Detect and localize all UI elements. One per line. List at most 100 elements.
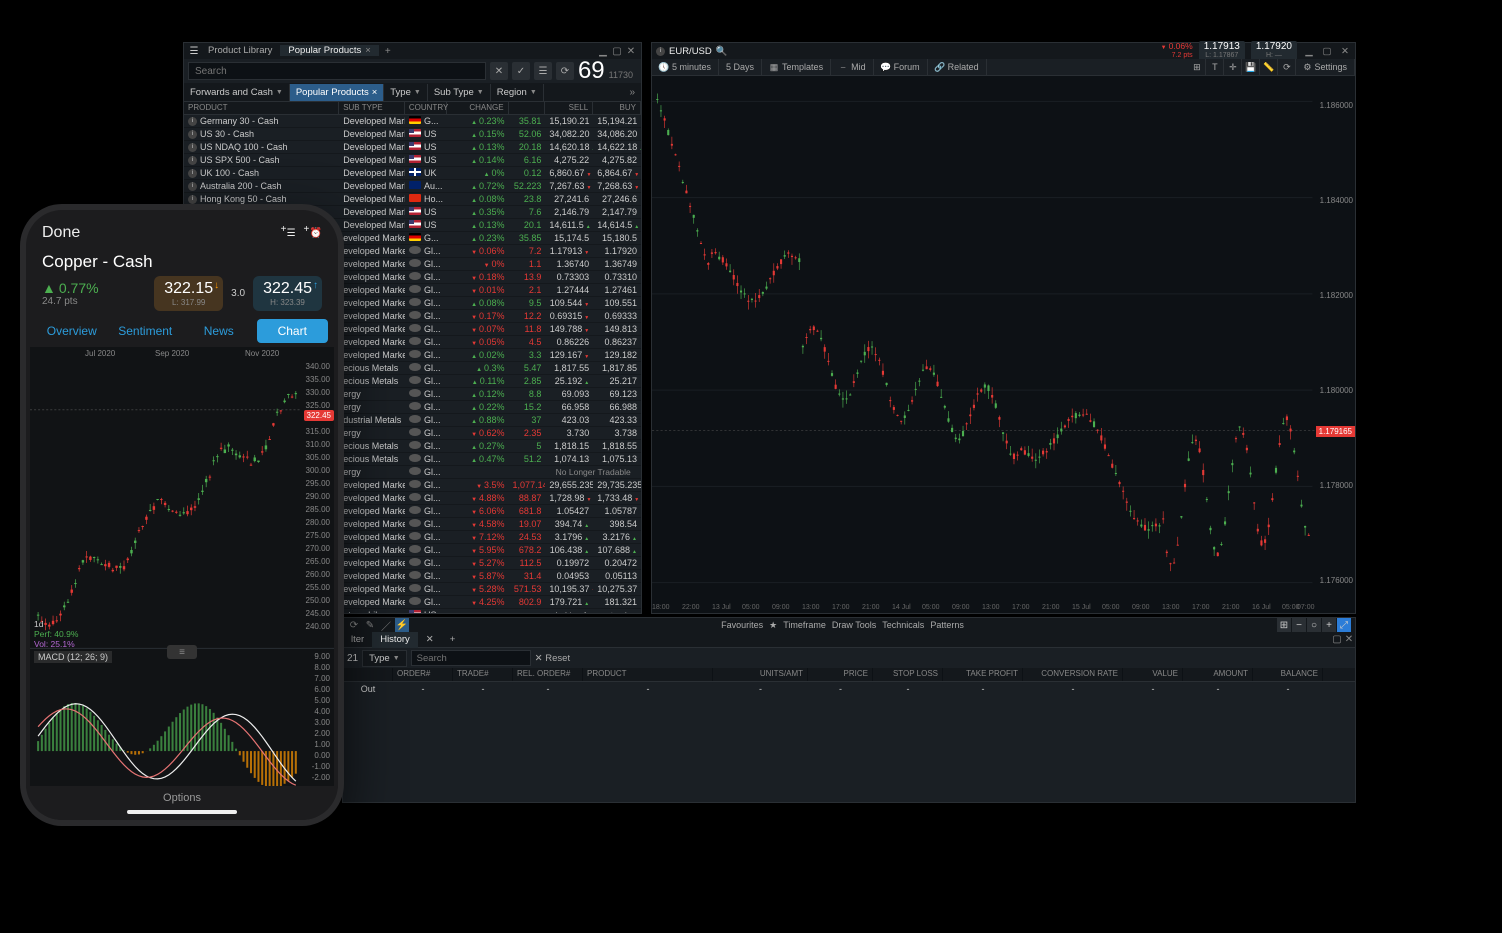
sell-cell[interactable]: 3.730 — [545, 428, 593, 438]
info-icon[interactable]: i — [188, 117, 197, 126]
draw-icon[interactable]: ／ — [379, 618, 393, 632]
buy-cell[interactable]: 1.05787 — [593, 506, 641, 516]
history-col[interactable]: TRADE# — [453, 668, 513, 681]
home-indicator[interactable] — [127, 810, 237, 814]
type-filter[interactable]: Type▼ — [362, 650, 407, 667]
sell-cell[interactable]: 394.74 — [545, 519, 593, 529]
sell-cell[interactable]: 34,082.20 — [545, 129, 593, 139]
history-col[interactable]: PRICE — [808, 668, 873, 681]
remove-filter-icon[interactable]: × — [372, 84, 378, 101]
table-row[interactable]: iGermany 30 - CashDeveloped MarkeG...0.2… — [184, 115, 641, 128]
sell-cell[interactable]: 0.86226 — [545, 337, 593, 347]
expand-button[interactable]: ⤢ — [1337, 618, 1351, 632]
close-icon[interactable]: ✕ — [625, 45, 637, 57]
toolbar-mid[interactable]: ⎯Mid — [831, 59, 874, 76]
table-row[interactable]: iUS NDAQ 100 - CashDeveloped MarkeUS0.13… — [184, 141, 641, 154]
close-tab-icon[interactable]: × — [365, 45, 371, 56]
search-icon[interactable]: 🔍 — [716, 46, 728, 57]
sell-cell[interactable]: 149.788 — [545, 324, 593, 334]
sell-cell[interactable]: 6,860.67 — [545, 168, 593, 178]
buy-cell[interactable]: 1.17920 — [593, 246, 641, 256]
toolbar-forum[interactable]: 💬Forum — [874, 59, 928, 76]
sell-cell[interactable]: 129.167 — [545, 350, 593, 360]
buy-cell[interactable]: 2,147.79 — [593, 207, 641, 217]
buy-cell[interactable]: 1,733.48 — [593, 493, 641, 503]
col-subtype[interactable]: SUB TYPE — [339, 102, 405, 114]
sell-cell[interactable]: 2,146.79 — [545, 207, 593, 217]
search-input[interactable] — [188, 62, 486, 80]
buy-cell[interactable]: 69.123 — [593, 389, 641, 399]
save-icon[interactable]: 💾 — [1242, 59, 1260, 76]
sell-cell[interactable]: 69.093 — [545, 389, 593, 399]
footer-drawtools[interactable]: Draw Tools — [832, 620, 876, 631]
history-col[interactable]: STOP LOSS — [873, 668, 943, 681]
mobile-tab-overview[interactable]: Overview — [36, 319, 108, 343]
filter-sub-type[interactable]: Sub Type▼ — [428, 84, 491, 101]
sell-cell[interactable]: 1,728.98 — [545, 493, 593, 503]
buy-cell[interactable]: 129.182 — [593, 350, 641, 360]
menu-icon[interactable]: ☰ — [188, 46, 200, 57]
history-col[interactable]: PRODUCT — [583, 668, 713, 681]
settings-button[interactable]: ⚙ Settings — [1296, 59, 1355, 76]
footer-timeframe[interactable]: Timeframe — [783, 620, 826, 631]
buy-cell[interactable]: 14,622.18 — [593, 142, 641, 152]
filter-type[interactable]: Type▼ — [384, 84, 428, 101]
history-search-input[interactable] — [411, 650, 531, 666]
filter-popular-products[interactable]: Popular Products × — [290, 84, 384, 101]
info-icon[interactable]: i — [188, 182, 197, 191]
options-label[interactable]: Options — [163, 792, 201, 804]
add-list-icon[interactable]: +☰ — [287, 228, 296, 239]
buy-cell[interactable]: 1,075.13 — [593, 454, 641, 464]
buy-cell[interactable]: 0.05113 — [593, 571, 641, 581]
sell-cell[interactable]: 1,817.55 — [545, 363, 593, 373]
tab-popular-products[interactable]: Popular Products× — [280, 45, 378, 56]
toolbar-related[interactable]: 🔗Related — [928, 59, 987, 76]
sell-cell[interactable]: 1.05427 — [545, 506, 593, 516]
sell-cell[interactable]: 15,190.21 — [545, 116, 593, 126]
reset-button[interactable]: ✕ Reset — [535, 653, 570, 664]
buy-cell[interactable]: 0.73310 — [593, 272, 641, 282]
buy-cell[interactable]: 27,246.6 — [593, 194, 641, 204]
buy-cell[interactable]: 66.988 — [593, 402, 641, 412]
zoom-out-button[interactable]: − — [1292, 618, 1306, 632]
buy-cell[interactable]: 0.20472 — [593, 558, 641, 568]
lightning-icon[interactable]: ⚡ — [395, 618, 409, 632]
layout-icon[interactable]: ⊞ — [1277, 618, 1291, 632]
buy-cell[interactable]: 1,817.85 — [593, 363, 641, 373]
info-icon[interactable]: i — [188, 195, 197, 204]
sell-cell[interactable]: 0.04953 — [545, 571, 593, 581]
buy-cell[interactable]: 0.69333 — [593, 311, 641, 321]
footer-favourites[interactable]: Favourites — [721, 620, 763, 631]
buy-cell[interactable]: 4,275.82 — [593, 155, 641, 165]
info-icon[interactable]: i — [656, 47, 665, 56]
buy-cell[interactable]: 15,194.21 — [593, 116, 641, 126]
more-filters-icon[interactable]: » — [623, 87, 641, 98]
buy-cell[interactable]: 3.2176 — [593, 532, 641, 542]
tab-product-library[interactable]: Product Library — [200, 45, 280, 56]
sell-cell[interactable]: 3.1796 — [545, 532, 593, 542]
buy-cell[interactable]: 109.551 — [593, 298, 641, 308]
table-row[interactable]: iUS 30 - CashDeveloped MarkeUS0.15%52.06… — [184, 128, 641, 141]
close-tab-icon[interactable]: ✕ — [418, 632, 442, 648]
sell-cell[interactable]: 1.36740 — [545, 259, 593, 269]
candle-icon[interactable]: ⊞ — [1188, 59, 1206, 76]
info-icon[interactable]: i — [188, 143, 197, 152]
mobile-sell-box[interactable]: 322.15 L: 317.99 ↓ — [154, 276, 223, 311]
table-row[interactable]: iAustralia 200 - CashDeveloped MarkeAu..… — [184, 180, 641, 193]
filter-region[interactable]: Region▼ — [491, 84, 544, 101]
buy-cell[interactable]: 29,735.235 — [593, 480, 641, 490]
table-row[interactable]: iUS SPX 500 - CashDeveloped MarkeUS0.14%… — [184, 154, 641, 167]
buy-cell[interactable]: 181.321 — [593, 597, 641, 607]
crosshair-icon[interactable]: ✛ — [1224, 59, 1242, 76]
buy-cell[interactable]: 10,275.37 — [593, 584, 641, 594]
buy-cell[interactable]: 34,086.20 — [593, 129, 641, 139]
done-button[interactable]: Done — [42, 224, 80, 242]
buy-cell[interactable]: 107.688 — [593, 545, 641, 555]
mobile-tab-sentiment[interactable]: Sentiment — [110, 319, 182, 343]
history-col[interactable]: BALANCE — [1253, 668, 1323, 681]
ruler-icon[interactable]: 📏 — [1260, 59, 1278, 76]
sell-cell[interactable]: 109.544 — [545, 298, 593, 308]
sell-cell[interactable]: 179.721 — [545, 597, 593, 607]
table-row[interactable]: iHong Kong 50 - CashDeveloped MarkeHo...… — [184, 193, 641, 206]
buy-cell[interactable]: 0.86237 — [593, 337, 641, 347]
